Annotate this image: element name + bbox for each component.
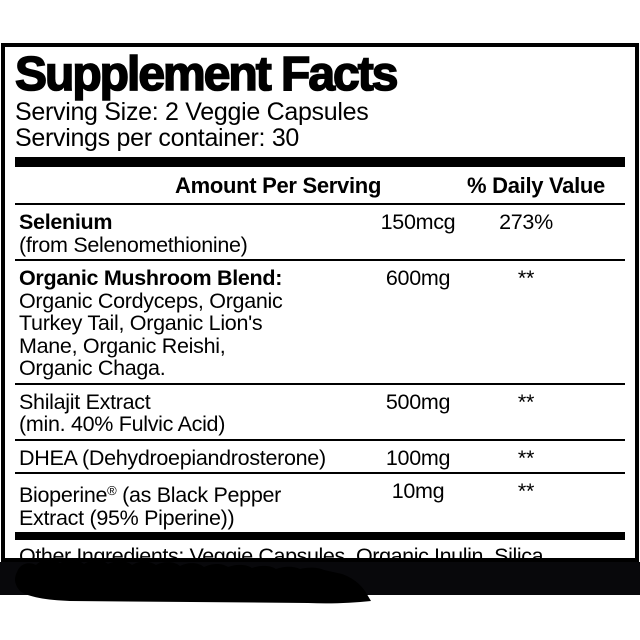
daily-value: 273%	[499, 210, 553, 234]
table-row-shilajit: Shilajit Extract (min. 40% Fulvic Acid) …	[15, 385, 625, 441]
servings-per-container: Servings per container: 30	[15, 124, 300, 152]
amount-value: 150mcg	[380, 210, 456, 234]
thick-divider-bottom	[15, 532, 625, 540]
other-ingredients: Other Ingredients: Veggie Capsules, Orga…	[19, 544, 549, 562]
redacted-text-blob	[15, 559, 371, 604]
daily-value: **	[517, 445, 535, 470]
daily-value: **	[517, 479, 535, 503]
ingredient-detail: Organic Chaga.	[19, 356, 166, 380]
ingredient-name: Organic Mushroom Blend:	[19, 266, 283, 290]
table-row-dhea: DHEA (Dehydroepiandrosterone) 100mg **	[15, 441, 625, 474]
amount-value: 10mg	[391, 479, 445, 503]
ingredient-detail: Turkey Tail, Organic Lion's	[19, 311, 263, 335]
thick-divider-top	[15, 157, 625, 167]
amount-column-header: Amount Per Serving	[175, 173, 382, 198]
ingredient-detail: Organic Cordyceps, Organic	[19, 288, 283, 313]
ingredient-detail: (from Selenomethionine)	[19, 232, 248, 257]
registered-trademark-symbol: ®	[107, 483, 117, 498]
panel-title: Supplement Facts	[14, 48, 399, 101]
ingredient-name: DHEA (Dehydroepiandrosterone)	[19, 445, 326, 470]
daily-value: **	[517, 389, 535, 414]
amount-value: 100mg	[385, 445, 451, 470]
daily-value-column-header: % Daily Value	[467, 173, 605, 198]
amount-value: 500mg	[385, 389, 451, 414]
daily-value: **	[517, 266, 535, 290]
table-row-mushroom-blend: Organic Mushroom Blend: Organic Cordycep…	[15, 261, 625, 385]
ingredient-detail: (min. 40% Fulvic Acid)	[19, 412, 226, 436]
supplement-facts-panel: Supplement Facts Serving Size: 2 Veggie …	[1, 43, 639, 562]
ingredient-detail: Mane, Organic Reishi,	[19, 333, 226, 358]
ingredient-name: Selenium	[19, 210, 113, 234]
ingredient-name: Bioperine® (as Black Pepper	[19, 483, 282, 507]
ingredient-name: Shilajit Extract	[19, 389, 151, 414]
table-row-selenium: Selenium (from Selenomethionine) 150mcg …	[15, 205, 625, 261]
table-row-bioperine: Bioperine® (as Black Pepper Extract (95%…	[15, 474, 625, 532]
amount-value: 600mg	[385, 266, 451, 290]
serving-size: Serving Size: 2 Veggie Capsules	[15, 98, 369, 126]
table-header: Amount Per Serving % Daily Value	[15, 167, 625, 205]
ingredient-detail: Extract (95% Piperine))	[19, 505, 235, 530]
